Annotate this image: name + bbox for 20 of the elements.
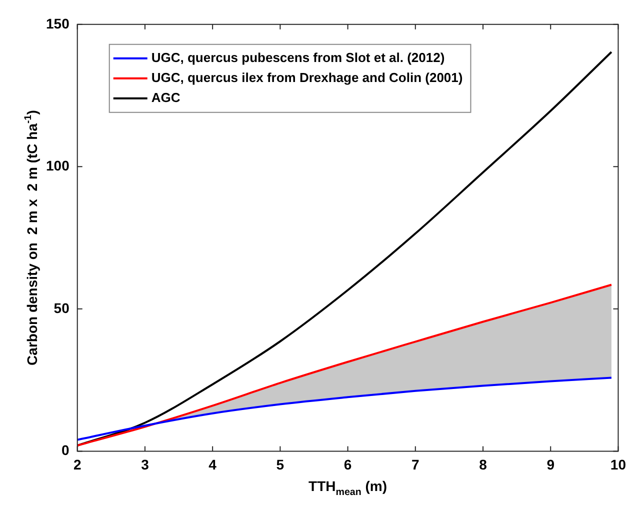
line-series [77, 284, 612, 447]
y-tick-label: 150 [46, 15, 70, 32]
x-tick-label: 6 [344, 456, 352, 472]
x-tick-label: 7 [411, 456, 420, 472]
x-tick-label: 8 [479, 456, 488, 472]
y-tick-label: 0 [62, 442, 70, 458]
line-series [77, 376, 612, 441]
y-tick-label: 100 [46, 158, 70, 174]
x-tick-label: 5 [276, 456, 284, 472]
line-series [77, 51, 612, 447]
x-tick-label: 10 [610, 456, 626, 472]
legend-label: UGC, quercus ilex from Drexhage and Colin (2001) [151, 70, 463, 85]
x-tick-label: 4 [208, 456, 217, 472]
y-axis-title: Carbon density on 2 m x 2 m (tC ha-1) [23, 110, 40, 366]
legend-label: AGC [151, 90, 181, 105]
x-tick-label: 3 [141, 456, 150, 472]
x-tick-label: 2 [73, 456, 82, 472]
x-tick-label: 9 [546, 456, 555, 472]
y-tick-label: 50 [54, 300, 70, 316]
legend-label: UGC, quercus pubescens from Slot et al. (2012) [151, 50, 445, 65]
